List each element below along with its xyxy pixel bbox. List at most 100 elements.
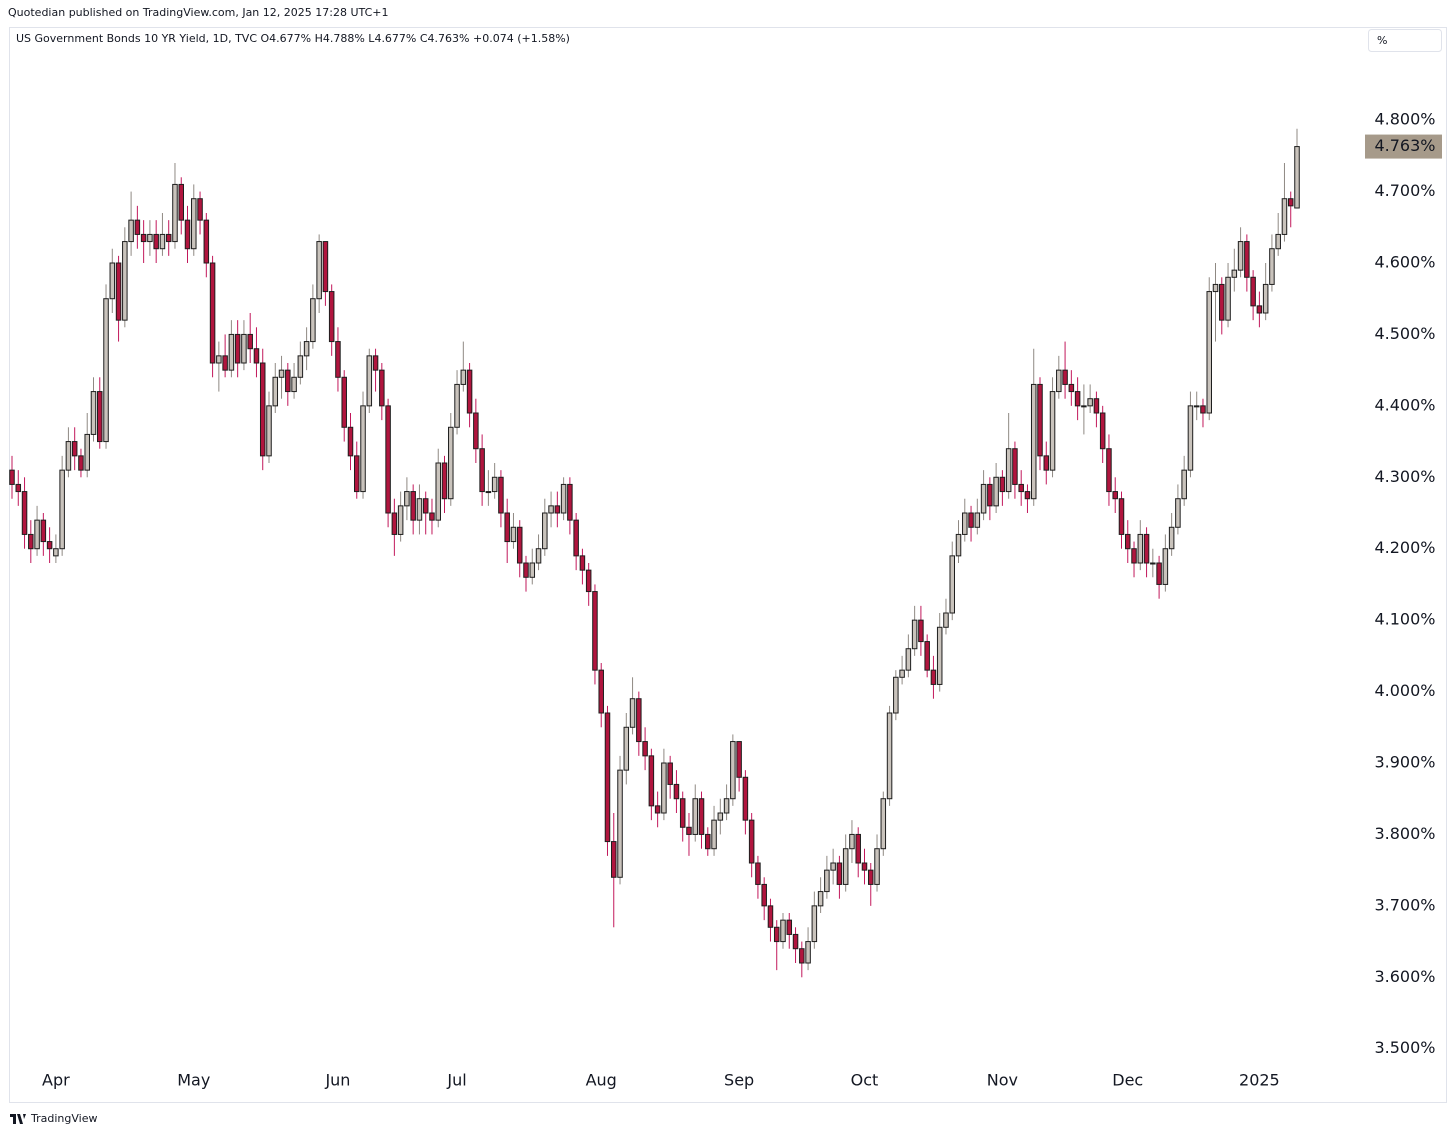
- y-tick-label: 3.900%: [1374, 753, 1435, 772]
- candle-body: [805, 941, 811, 964]
- candle-body: [554, 505, 561, 514]
- candle-body: [1087, 398, 1093, 407]
- candle-body: [128, 219, 134, 243]
- candle-body: [197, 198, 203, 221]
- candle-body: [429, 512, 435, 521]
- candle-body: [1168, 526, 1175, 550]
- candle-body: [71, 441, 78, 457]
- candle-body: [717, 812, 724, 821]
- candle-body: [698, 798, 705, 835]
- candle-body: [1244, 241, 1250, 278]
- candle-body: [817, 891, 824, 907]
- x-tick-label: Jul: [446, 1071, 466, 1090]
- candle-body: [1030, 383, 1037, 500]
- candle-body: [610, 841, 617, 878]
- y-tick-label: 4.000%: [1374, 681, 1435, 700]
- candle-body: [28, 533, 34, 550]
- candle-body: [385, 405, 391, 514]
- candle-body: [598, 669, 604, 714]
- candle-body: [209, 262, 216, 364]
- y-tick-label: 3.700%: [1374, 895, 1435, 914]
- candle-body: [792, 933, 799, 950]
- candle-body: [109, 262, 116, 300]
- y-tick-label: 4.600%: [1374, 253, 1435, 272]
- candle-body: [435, 462, 442, 521]
- candle-body: [147, 233, 153, 243]
- candle-body: [96, 391, 103, 443]
- candle-body: [930, 669, 937, 685]
- candle-body: [654, 805, 661, 814]
- candle-body: [1137, 533, 1144, 564]
- candle-body: [1256, 305, 1263, 314]
- candle-body: [466, 369, 473, 414]
- candle-body: [849, 833, 855, 850]
- candle-body: [1294, 146, 1300, 209]
- candle-body: [422, 498, 429, 514]
- candle-body: [441, 462, 448, 500]
- candle-body: [234, 333, 241, 364]
- candle-body: [272, 376, 279, 407]
- candle-body: [755, 862, 761, 885]
- candle-body: [316, 241, 322, 300]
- candle-body: [15, 483, 22, 493]
- candle-body: [266, 405, 272, 457]
- candle-body: [1112, 491, 1118, 500]
- candle-body: [535, 548, 542, 564]
- candle-body: [1049, 391, 1056, 471]
- candle-body: [1156, 562, 1162, 585]
- candle-body: [1162, 548, 1169, 585]
- candle-body: [1056, 369, 1062, 393]
- candle-body: [1131, 548, 1137, 564]
- last-price-tag: [1365, 134, 1442, 159]
- candle-body: [485, 491, 492, 494]
- last-price-label: 4.763%: [1374, 136, 1435, 155]
- candle-body: [1175, 498, 1181, 528]
- candle-body: [968, 512, 974, 528]
- scale-button[interactable]: [1368, 29, 1442, 52]
- candle-body: [285, 369, 291, 393]
- candle-body: [974, 512, 981, 528]
- candle-body: [410, 491, 416, 521]
- candle-body: [880, 798, 887, 850]
- candle-body: [861, 862, 868, 871]
- candle-body: [673, 783, 680, 800]
- candle-body: [767, 905, 774, 928]
- candle-body: [686, 826, 692, 835]
- candle-body: [1187, 405, 1194, 471]
- candle-body: [184, 219, 191, 250]
- candle-body: [341, 376, 347, 428]
- candle-body: [949, 555, 956, 614]
- candle-body: [999, 476, 1006, 493]
- candle-body: [623, 726, 630, 771]
- candle-body: [122, 241, 128, 321]
- candle-body: [962, 512, 968, 535]
- candle-body: [159, 233, 166, 250]
- candle-body: [867, 869, 874, 885]
- candle-body: [40, 519, 47, 543]
- candle-body: [585, 569, 592, 593]
- candle-body: [1099, 412, 1106, 450]
- scale-button-label[interactable]: %: [1377, 34, 1387, 47]
- candle-body: [134, 219, 141, 235]
- candle-body: [824, 869, 830, 893]
- candle-body: [1143, 533, 1150, 564]
- candle-body: [799, 948, 805, 964]
- candle-body: [335, 341, 341, 378]
- candle-body: [1193, 405, 1200, 408]
- candle-body: [1219, 283, 1225, 321]
- candle-body: [886, 712, 893, 800]
- candle-body: [1106, 448, 1112, 493]
- candle-body: [993, 476, 999, 507]
- candle-body: [322, 241, 329, 293]
- candle-body: [9, 469, 15, 485]
- y-tick-label: 4.400%: [1374, 395, 1435, 414]
- candle-body: [1275, 233, 1281, 250]
- candle-body: [491, 476, 498, 493]
- candle-body: [679, 798, 686, 828]
- candle-body: [360, 405, 366, 493]
- candle-body: [178, 183, 185, 221]
- candle-body: [742, 776, 749, 821]
- candle-body: [836, 862, 843, 885]
- y-tick-label: 3.500%: [1374, 1038, 1435, 1057]
- candle-body: [416, 498, 423, 521]
